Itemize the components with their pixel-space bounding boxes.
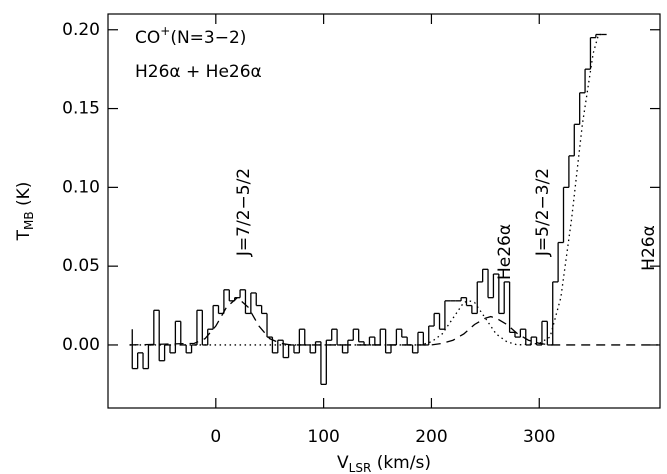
xlabel-main: V <box>337 453 349 473</box>
annotation: J=5/2−3/2 <box>533 168 553 257</box>
ylabel-sub: MB <box>22 211 36 230</box>
y-tick-label: 0.00 <box>62 335 100 355</box>
chart-subtitle: H26α + He26α <box>135 62 262 82</box>
xlabel-sub: LSR <box>349 461 372 474</box>
spectrum-riser <box>131 34 597 385</box>
plot-frame <box>107 13 661 409</box>
annotation: H26α <box>639 225 659 271</box>
title-rest: (N=3−2) <box>170 28 246 48</box>
annotation: J=7/2−5/2 <box>234 168 254 257</box>
y-axis-label: TMB (K) <box>14 182 36 242</box>
annotation: He26α <box>495 224 515 280</box>
chart-title: CO+(N=3−2) <box>135 24 246 49</box>
x-tick-label: 200 <box>415 427 447 447</box>
y-tick-label: 0.10 <box>62 177 100 197</box>
title-main: CO <box>135 28 160 48</box>
y-tick-label: 0.05 <box>62 256 100 276</box>
x-tick-label: 100 <box>307 427 339 447</box>
y-tick-label: 0.20 <box>62 20 100 40</box>
title-sup: + <box>160 24 170 38</box>
y-tick-label: 0.15 <box>62 99 100 119</box>
xlabel-rest: (km/s) <box>371 453 431 473</box>
ylabel-main: T <box>14 229 34 241</box>
ylabel-rest: (K) <box>14 182 34 212</box>
x-tick-label: 0 <box>210 427 221 447</box>
x-tick-label: 300 <box>523 427 555 447</box>
fit-dashed <box>129 296 658 346</box>
x-axis-label: VLSR (km/s) <box>337 453 431 474</box>
